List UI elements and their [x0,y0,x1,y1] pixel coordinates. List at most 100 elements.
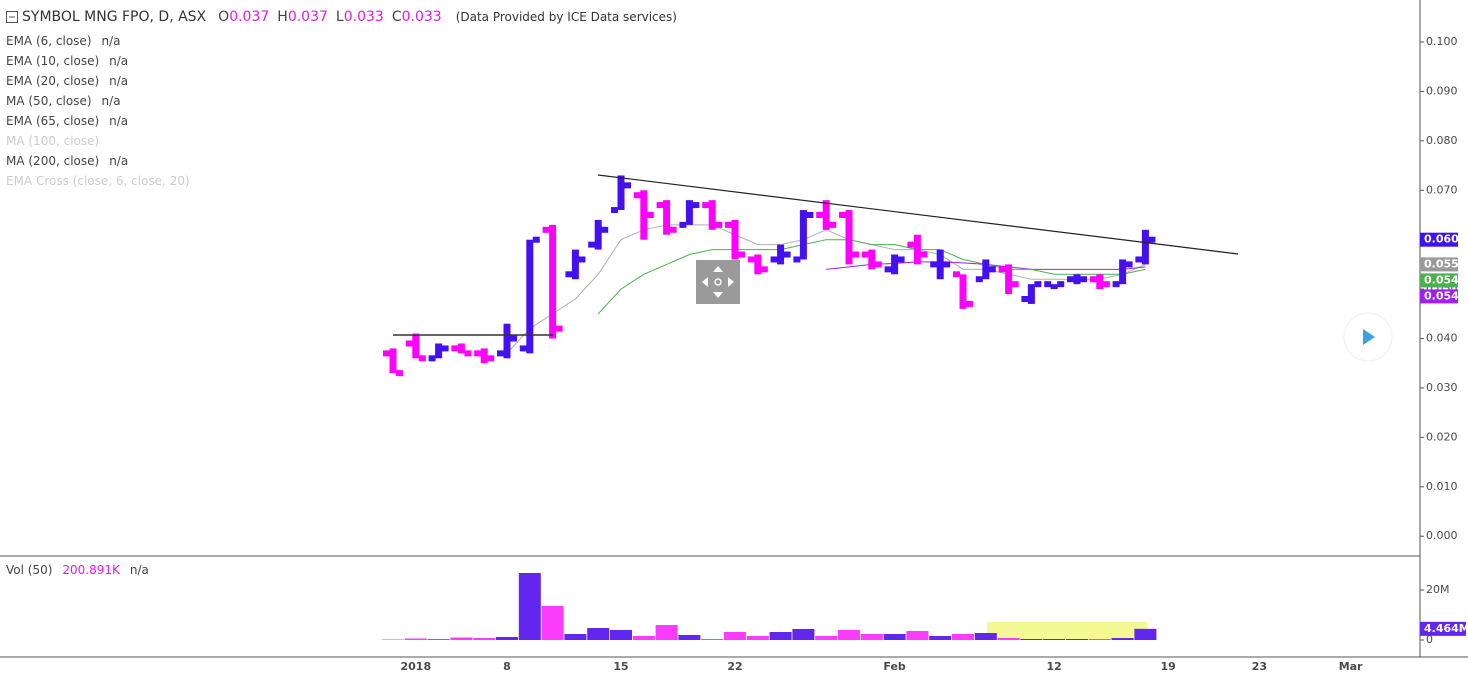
x-tick-label: 2018 [400,660,431,673]
legend-value: n/a [101,94,121,108]
ohlc-close [532,236,540,243]
play-button[interactable] [1343,312,1393,362]
volume-bar [906,631,929,640]
price-marker-label: 0.054 [1424,289,1459,302]
ohlc-open [702,202,710,209]
volume-bar [1088,639,1111,640]
volume-bar [769,632,792,640]
volume-bar [746,636,769,640]
ohlc-range [708,200,716,230]
legend-row[interactable]: EMA (65, close) n/a [6,111,190,131]
ohlc-range [640,190,648,240]
trend-line [597,174,1239,255]
legend-value: n/a [109,54,129,68]
collapse-icon[interactable] [6,11,18,23]
ohlc-range [868,249,876,270]
legend-row[interactable]: MA (200, close) n/a [6,151,190,171]
volume-bar [1020,639,1043,640]
indicator-legend: EMA (6, close) n/a EMA (10, close) n/a EMA (… [6,31,190,191]
legend-row[interactable]: MA (100, close) [6,131,190,151]
ohlc-close [601,226,609,233]
move-widget[interactable] [696,260,740,304]
move-center [714,278,722,286]
ohlc-close [806,211,814,218]
ohlc-close [1011,281,1019,288]
ohlc-range [663,200,671,235]
ohlc-close [760,266,768,273]
ohlc-open [451,345,459,352]
ohlc-range [936,249,944,280]
price-marker-label: 0.055 [1424,257,1459,270]
ohlc-close [715,221,723,228]
ohlc-range [457,343,465,354]
ohlc-close [487,355,495,362]
ohlc-close [1102,281,1110,288]
header: SYMBOL MNG FPO, D, ASX O0.037 H0.037 L0.03… [6,9,677,25]
volume-bar [427,639,450,640]
volume-bar [815,636,838,640]
volume-bar [404,638,427,640]
ohlc-range [1027,284,1035,304]
ohlc-close [578,256,586,263]
ohlc-key: C [391,9,402,25]
ohlc-range [754,254,762,275]
ohlc-range [959,274,967,309]
volume-bar [473,638,496,640]
legend-row[interactable]: MA (50, close) n/a [6,91,190,111]
volume-bar [610,630,632,640]
volume-bar [518,573,541,640]
ohlc-close [396,370,403,377]
volume-bar [929,636,952,640]
legend-row[interactable]: EMA (6, close) n/a [6,31,190,51]
ohlc-close [555,325,563,332]
play-icon [1363,329,1375,345]
ohlc-range [594,219,602,250]
ohlc-open [953,271,960,278]
volume-marker-label: 4.464M [1424,622,1468,635]
ohlc-range [1141,229,1149,265]
volume-bar [678,635,701,640]
ohlc-open [907,241,915,248]
volume-bar [838,630,860,640]
ohlc-open [1021,295,1029,302]
ma-line [506,224,1146,354]
volume-bar [724,632,746,640]
ohlc-key: H [277,9,288,25]
ohlc-range [412,333,420,359]
legend-name: MA (50, close) [6,94,92,108]
y-tick-label: 0.030 [1426,381,1458,394]
ohlc-range [685,200,693,225]
ma-line [597,239,1146,315]
volume-bar [952,634,974,640]
y-tick-label: 0.100 [1426,35,1458,48]
ohlc-range [526,239,534,354]
ohlc-open [839,211,846,218]
legend-row[interactable]: EMA Cross (close, 6, close, 20) [6,171,190,191]
ohlc-range [891,254,899,275]
ohlc-range [549,224,557,339]
ohlc-open [770,256,778,263]
legend-value: n/a [109,154,129,168]
ohlc-open [679,221,687,228]
y-tick-label: 0.040 [1426,332,1458,345]
x-tick-label: 8 [503,660,511,673]
y-tick-label: 0.010 [1426,480,1458,493]
volume-bar [1043,639,1066,640]
ohlc-open [747,256,755,263]
highlight-box [987,622,1147,640]
ohlc-close [874,261,882,268]
ohlc-close [829,221,837,228]
ohlc-range [1096,274,1104,290]
ohlc-open [998,266,1006,273]
legend-row[interactable]: EMA (10, close) n/a [6,51,190,71]
volume-bar [382,639,404,640]
legend-row[interactable]: EMA (20, close) n/a [6,71,190,91]
x-tick-label: 19 [1161,660,1176,673]
symbol: SYMBOL MNG FPO, D, ASX [22,9,207,25]
ohlc-open [428,355,436,362]
ohlc-open [497,350,504,357]
ohlc-close [738,251,745,258]
legend-name: EMA Cross (close, 6, close, 20) [6,174,190,188]
volume-bar [632,636,655,640]
